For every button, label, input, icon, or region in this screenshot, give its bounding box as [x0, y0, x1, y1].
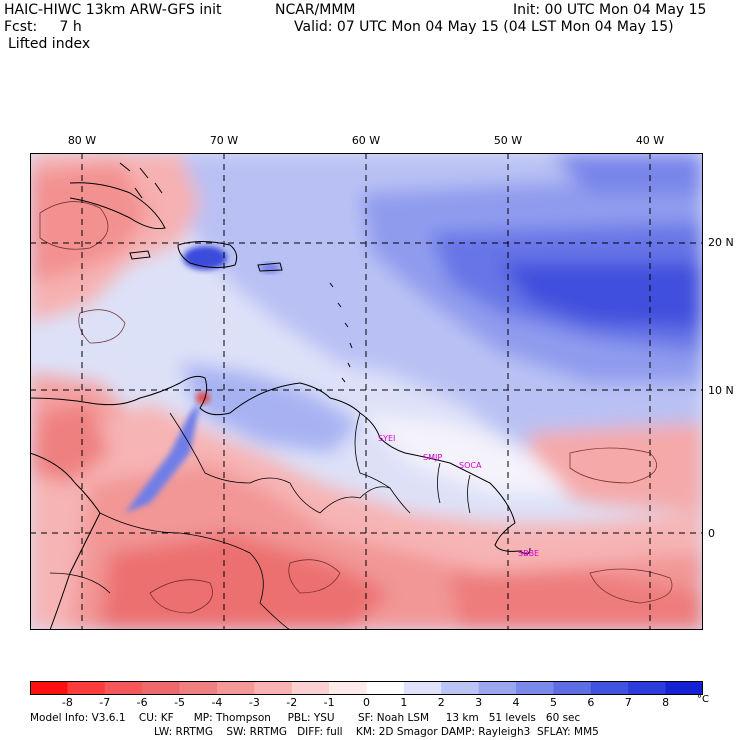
init-time: Init: 00 UTC Mon 04 May 15 [513, 2, 707, 18]
station-label: SOCA [459, 461, 482, 470]
lon-label: 80 W [67, 134, 97, 147]
colorbar-segment [478, 681, 517, 695]
model-title: HAIC-HIWC 13km ARW-GFS init [4, 2, 222, 18]
colorbar-segment [366, 681, 405, 695]
colorbar-segment [67, 681, 106, 695]
colorbar-segment [590, 681, 629, 695]
colorbar-tick: 5 [549, 696, 557, 709]
colorbar-segment [516, 681, 554, 695]
lon-label: 70 W [209, 134, 239, 147]
colorbar-segment [216, 681, 255, 695]
colorbar-tick: -4 [211, 696, 223, 709]
colorbar-tick: -3 [248, 696, 260, 709]
colorbar-segment [329, 681, 367, 695]
colorbar-segment [30, 681, 68, 695]
lat-label: 10 N [708, 384, 734, 397]
station-label: SBBE [518, 549, 539, 558]
colorbar-segment [254, 681, 293, 695]
unit-label: °C [697, 694, 709, 705]
lat-label: 0 [708, 527, 715, 540]
colorbar-segment [403, 681, 442, 695]
model-info-line1: Model Info: V3.6.1 CU: KF MP: Thompson P… [30, 712, 581, 724]
station-label: SMJP [423, 453, 442, 462]
field-name: Lifted index [8, 36, 91, 52]
station-label: SYEI [378, 434, 395, 443]
colorbar-tick: -2 [286, 696, 298, 709]
valid-time: Valid: 07 UTC Mon 04 May 15 (04 LST Mon … [294, 19, 674, 35]
colorbar-segment [628, 681, 667, 695]
colorbar-segment [179, 681, 218, 695]
forecast-hour: Fcst: 7 h [4, 19, 82, 35]
colorbar-tick: -8 [61, 696, 73, 709]
colorbar [30, 680, 704, 695]
lon-label: 50 W [493, 134, 523, 147]
colorbar-tick: -7 [99, 696, 111, 709]
colorbar-tick: 6 [587, 696, 595, 709]
org-label: NCAR/MMM [275, 2, 356, 18]
colorbar-segment [142, 681, 181, 695]
colorbar-segment [665, 681, 704, 695]
lon-label: 40 W [635, 134, 665, 147]
colorbar-tick: 8 [662, 696, 670, 709]
lifted-index-map: SYEI SMJP SOCA SBBE [30, 153, 703, 630]
lon-label: 60 W [351, 134, 381, 147]
colorbar-tick: 3 [475, 696, 483, 709]
colorbar-tick: 7 [624, 696, 632, 709]
colorbar-tick: 4 [512, 696, 520, 709]
contours [39, 201, 673, 614]
colorbar-segment [441, 681, 480, 695]
graticule [30, 153, 703, 630]
colorbar-tick: 1 [400, 696, 408, 709]
colorbar-segment [553, 681, 592, 695]
colorbar-tick: 0 [363, 696, 370, 709]
colorbar-tick: -5 [174, 696, 186, 709]
coastlines [30, 162, 531, 630]
lat-label: 20 N [708, 236, 734, 249]
colorbar-segment [291, 681, 330, 695]
colorbar-segment [104, 681, 143, 695]
model-info-line2: LW: RRTMG SW: RRTMG DIFF: full KM: 2D Sm… [154, 726, 599, 738]
colorbar-tick: -6 [136, 696, 148, 709]
colorbar-tick: -1 [323, 696, 335, 709]
colorbar-tick: 2 [437, 696, 445, 709]
